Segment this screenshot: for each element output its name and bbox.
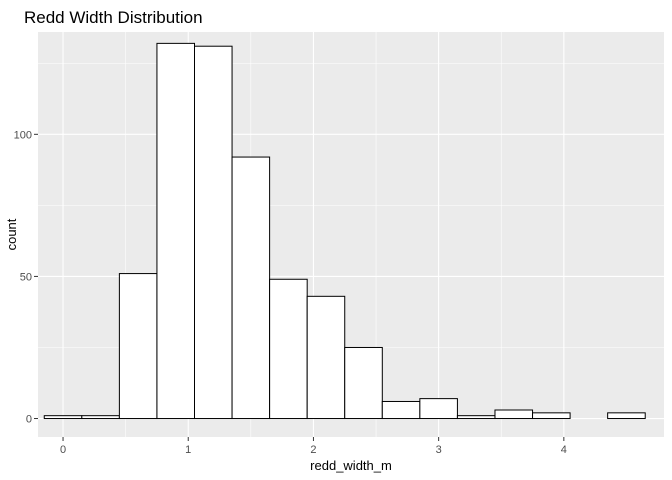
histogram-bar <box>456 415 496 420</box>
chart-title: Redd Width Distribution <box>24 8 203 27</box>
x-tick-label: 4 <box>561 444 567 456</box>
histogram-bar <box>494 409 534 420</box>
y-axis-title: count <box>4 218 19 250</box>
histogram-bar <box>381 400 421 420</box>
histogram-bar <box>81 415 120 420</box>
histogram-bar <box>43 415 83 420</box>
x-tick-label: 2 <box>310 444 316 456</box>
histogram-bar <box>344 346 383 420</box>
histogram-bar <box>306 295 346 420</box>
x-tick-label: 3 <box>436 444 442 456</box>
histogram-bar <box>194 45 233 420</box>
x-axis-title: redd_width_m <box>310 458 392 473</box>
histogram-bar <box>231 156 271 420</box>
y-tick-label: 50 <box>20 271 32 283</box>
x-axis-ticks: 0 1 2 3 4 <box>60 437 567 456</box>
histogram-bar <box>118 273 158 420</box>
x-tick-label: 1 <box>185 444 191 456</box>
histogram-bar <box>532 412 571 420</box>
y-tick-label: 100 <box>14 129 32 141</box>
histogram-bar <box>419 398 458 420</box>
histogram-bar <box>607 412 646 420</box>
histogram-bar <box>269 278 308 420</box>
y-tick-label: 0 <box>26 414 32 426</box>
x-tick-label: 0 <box>60 444 66 456</box>
histogram-bar <box>156 42 196 420</box>
y-axis-ticks: 0 50 100 <box>14 129 38 426</box>
histogram-bars <box>43 42 646 420</box>
